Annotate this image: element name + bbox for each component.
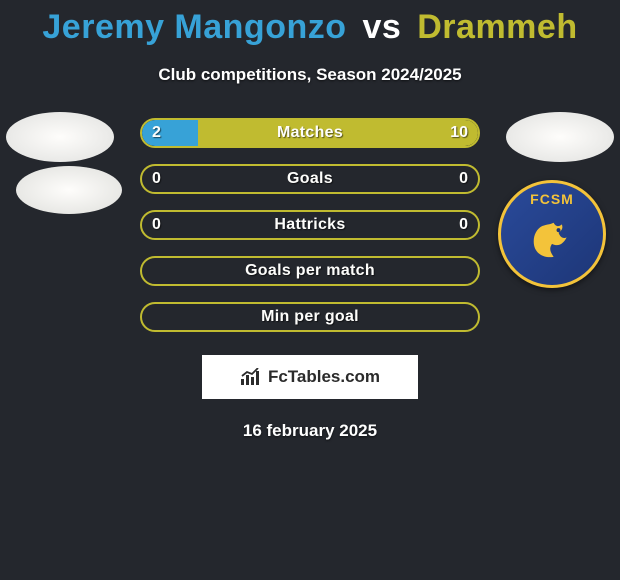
stats-chart: Matches210Goals00Hattricks00Goals per ma… [0,117,620,333]
stat-value-right: 10 [450,124,468,142]
stat-row: Min per goal [0,301,620,333]
subtitle: Club competitions, Season 2024/2025 [0,65,620,85]
date-text: 16 february 2025 [0,421,620,441]
stat-bar: Goals per match [140,256,480,286]
stat-label: Matches [142,124,478,142]
stat-bar: Matches2 10 [140,118,480,148]
stat-bar: Min per goal [140,302,480,332]
stat-bar: Hattricks0 0 [140,210,480,240]
stat-value-right: 0 [459,216,468,234]
stat-label: Goals [142,170,478,188]
stat-row: Matches2 10 [0,117,620,149]
stat-row: Hattricks0 0 [0,209,620,241]
stat-label: Goals per match [142,262,478,280]
comparison-title: Jeremy Mangonzo vs Drammeh [0,0,620,47]
stat-value-left: 0 [152,170,161,188]
stat-bar: Goals0 0 [140,164,480,194]
stat-value-right: 0 [459,170,468,188]
stat-label: Hattricks [142,216,478,234]
player2-name: Drammeh [417,8,577,46]
attribution-box: FcTables.com [202,355,418,399]
chart-icon [240,368,262,386]
stat-row: Goals0 0 [0,163,620,195]
vs-text: vs [362,8,401,46]
stat-value-left: 2 [152,124,161,142]
player1-name: Jeremy Mangonzo [42,8,346,46]
stat-value-left: 0 [152,216,161,234]
stat-row: Goals per match [0,255,620,287]
stat-label: Min per goal [142,308,478,326]
attribution-text: FcTables.com [268,367,380,387]
